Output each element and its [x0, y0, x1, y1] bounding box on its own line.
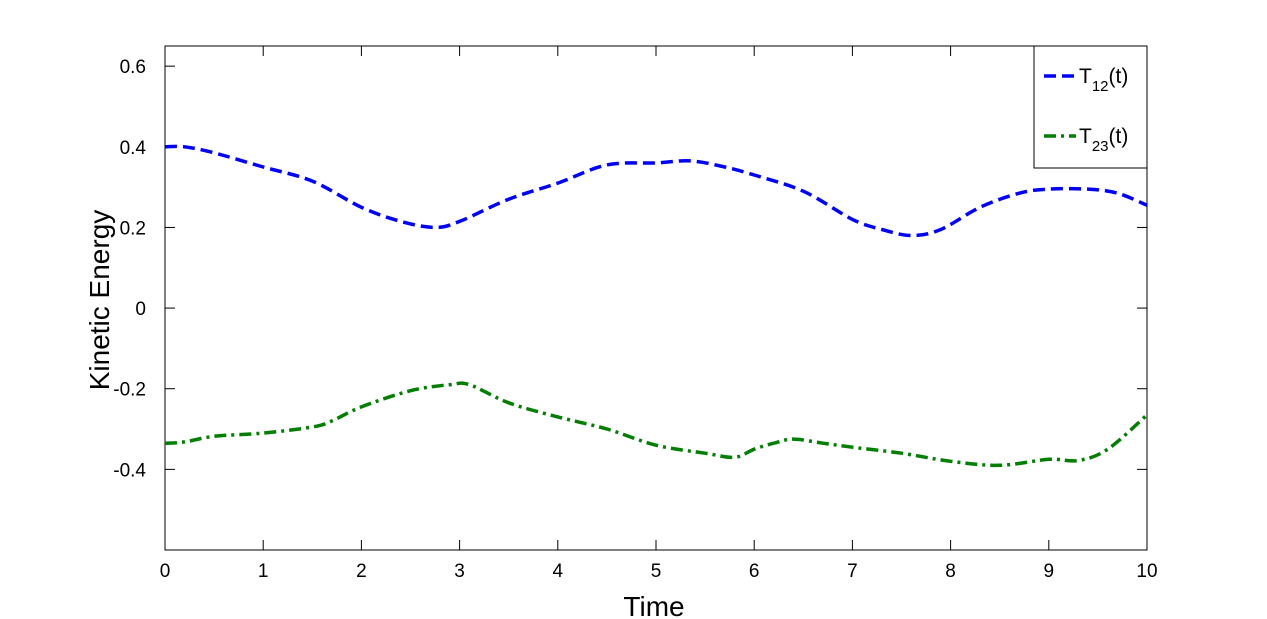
y-tick-label: 0: [135, 299, 146, 320]
x-tick-label: 10: [1136, 561, 1157, 582]
legend-label-suffix: (t): [1109, 65, 1129, 88]
x-tick-label: 8: [945, 561, 956, 582]
legend-label-base: T: [1079, 125, 1092, 148]
x-axis-title: Time: [623, 591, 684, 619]
x-tick-label: 4: [553, 561, 564, 582]
legend-label-12: T12(t): [1079, 65, 1128, 95]
legend-label-subscript: 23: [1092, 138, 1109, 155]
x-tick-label: 5: [651, 561, 662, 582]
y-tick-label: -0.2: [113, 380, 146, 401]
x-tick-label: 3: [454, 561, 465, 582]
x-tick-label: 1: [258, 561, 269, 582]
series-line-23: [164, 381, 1149, 468]
legend-label-base: T: [1079, 65, 1092, 88]
legend-label-23: T23(t): [1079, 125, 1128, 155]
x-tick-label: 6: [749, 561, 760, 582]
plot-area: [164, 45, 1148, 551]
x-tick-label: 2: [356, 561, 367, 582]
series-line-12: [164, 144, 1148, 238]
legend-box: [1033, 45, 1148, 169]
tick-labels: 0 1 2 3 4 5 6 7 8 9 10-0.4-0.200.20.40.6: [113, 57, 1157, 582]
series-layer: [164, 144, 1149, 468]
legend-label-subscript: 12: [1092, 78, 1109, 95]
y-axis-title: Kinetic Energy: [84, 210, 115, 391]
legend: T12(t)T23(t): [1033, 45, 1148, 169]
y-tick-label: 0.4: [120, 138, 147, 159]
legend-label-suffix: (t): [1109, 125, 1129, 148]
y-tick-label: 0.6: [120, 57, 146, 78]
x-tick-label: 0: [160, 561, 171, 582]
y-tick-label: 0.2: [120, 218, 146, 239]
x-tick-label: 9: [1044, 561, 1055, 582]
x-tick-label: 7: [847, 561, 858, 582]
y-tick-label: -0.4: [113, 460, 146, 481]
